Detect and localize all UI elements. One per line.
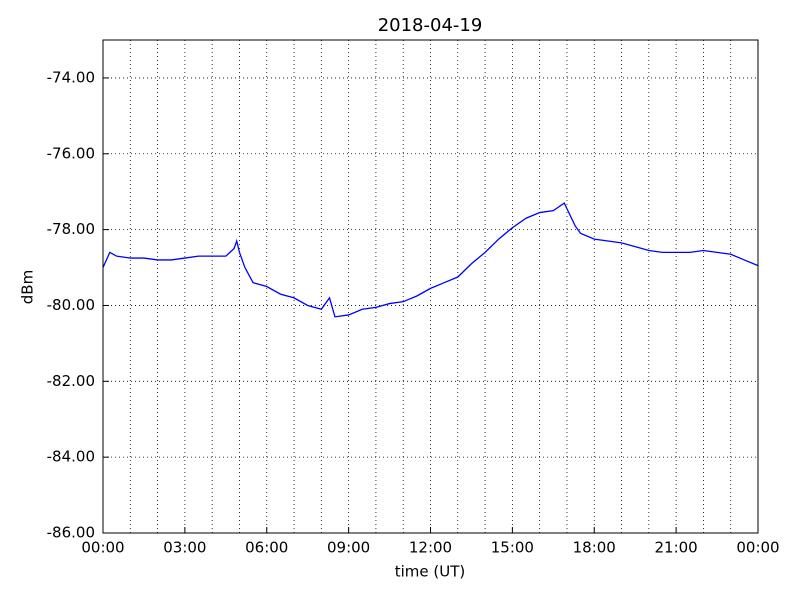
chart-title: 2018-04-19 <box>378 15 483 36</box>
x-tick-label: 06:00 <box>245 539 288 557</box>
data-line <box>102 202 759 318</box>
y-tick-label: -84.00 <box>47 448 95 466</box>
x-tick-label: 03:00 <box>163 539 206 557</box>
y-tick-label: -74.00 <box>47 68 95 86</box>
x-tick-label: 12:00 <box>409 539 452 557</box>
x-tick-label: 18:00 <box>573 539 616 557</box>
plot-frame <box>102 39 759 534</box>
y-tick-label: -76.00 <box>47 144 95 162</box>
y-tick-label: -80.00 <box>47 296 95 314</box>
x-tick-label: 09:00 <box>327 539 370 557</box>
x-tick-label: 15:00 <box>491 539 534 557</box>
y-tick-label: -86.00 <box>47 524 95 542</box>
y-tick-label: -82.00 <box>47 372 95 390</box>
x-tick-label: 00:00 <box>81 539 124 557</box>
y-axis-label: dBm <box>19 270 37 304</box>
y-tick-label: -78.00 <box>47 220 95 238</box>
x-tick-label: 21:00 <box>655 539 698 557</box>
x-axis-label: time (UT) <box>395 563 466 581</box>
x-tick-label: 00:00 <box>736 539 779 557</box>
